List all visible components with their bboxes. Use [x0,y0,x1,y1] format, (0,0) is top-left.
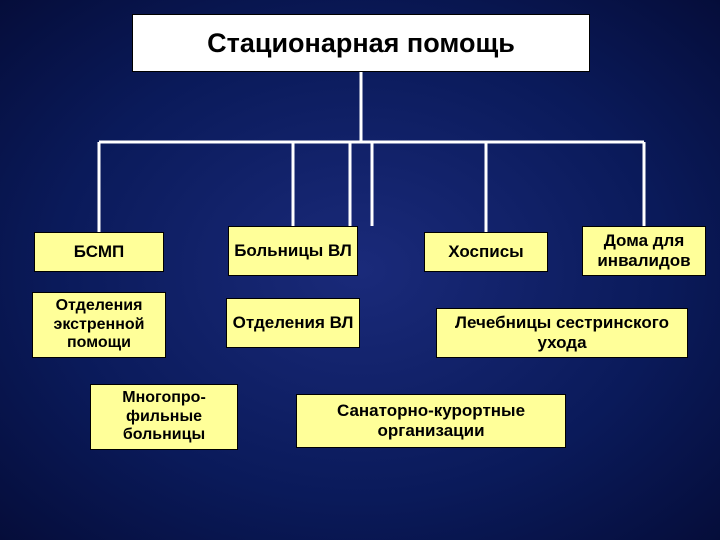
node-bsmp: БСМП [34,232,164,272]
node-hospitals-vl: Больницы ВЛ [228,226,358,276]
node-emergency: Отделения экстренной помощи [32,292,166,358]
node-label: Отделения экстренной помощи [37,297,161,352]
node-disabled-homes: Дома для инвалидов [582,226,706,276]
node-label: Санаторно-курортные организации [301,401,561,440]
node-label: Больницы ВЛ [234,241,352,261]
node-label: БСМП [74,242,124,262]
node-sanatorium: Санаторно-курортные организации [296,394,566,448]
node-dept-vl: Отделения ВЛ [226,298,360,348]
node-hospice: Хосписы [424,232,548,272]
title-text: Стационарная помощь [207,28,515,59]
node-label: Отделения ВЛ [233,313,354,333]
node-nursing: Лечебницы сестринского ухода [436,308,688,358]
title-node: Стационарная помощь [132,14,590,72]
node-label: Дома для инвалидов [587,231,701,270]
node-label: Лечебницы сестринского ухода [441,313,683,352]
node-multiprofile: Многопро-фильные больницы [90,384,238,450]
node-label: Многопро-фильные больницы [95,389,233,444]
node-label: Хосписы [448,242,523,262]
